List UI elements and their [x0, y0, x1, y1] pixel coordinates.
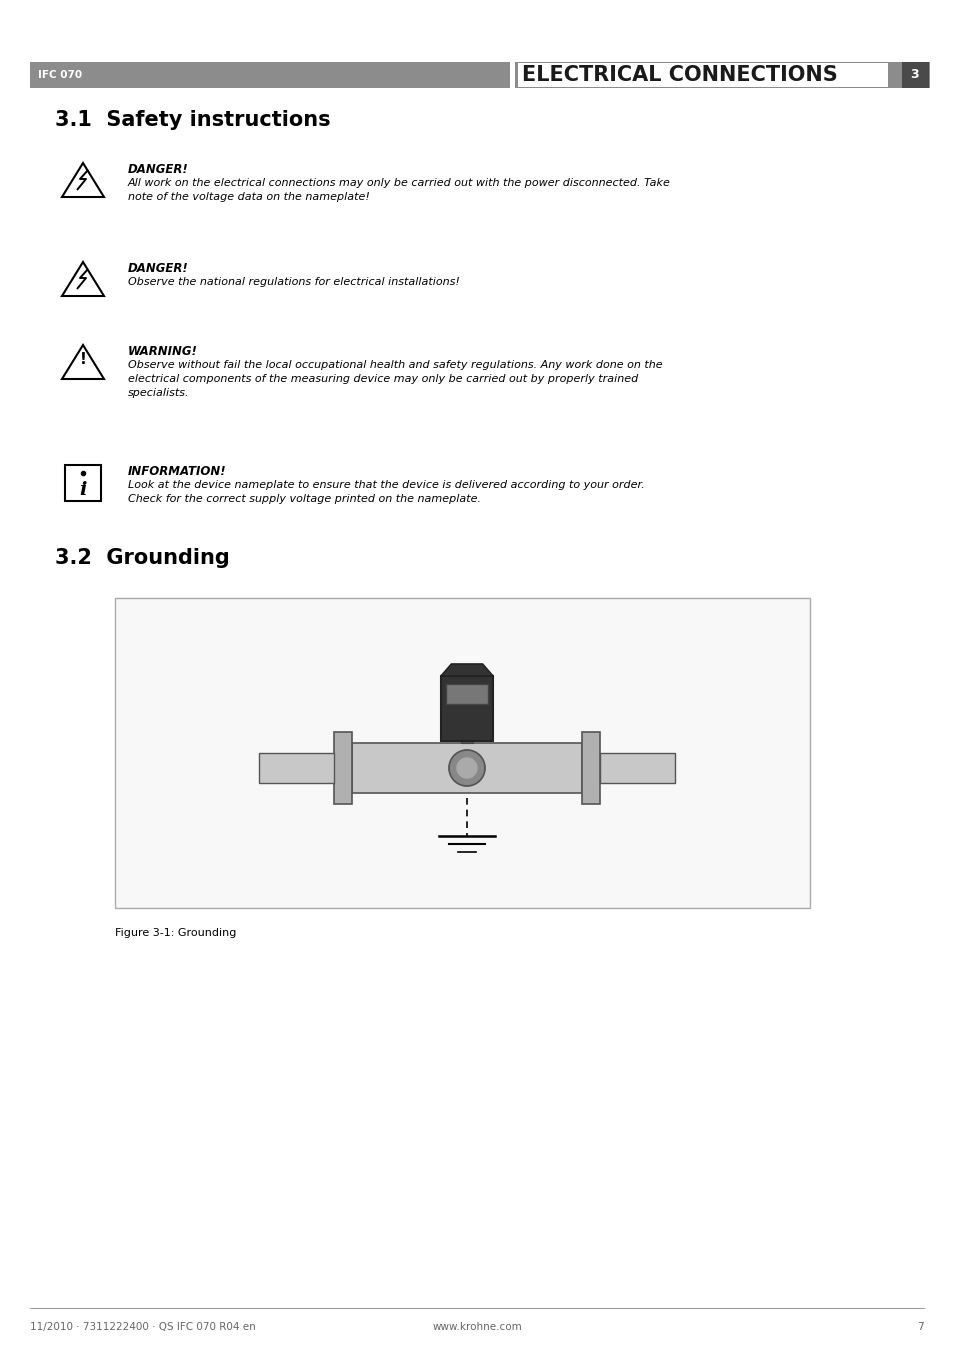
Text: 3.1  Safety instructions: 3.1 Safety instructions	[55, 109, 331, 130]
Bar	[446, 684, 488, 704]
Text: Observe the national regulations for electrical installations!: Observe the national regulations for ele…	[128, 277, 459, 286]
Text: Figure 3-1: Grounding: Figure 3-1: Grounding	[115, 928, 236, 938]
Text: Look at the device nameplate to ensure that the device is delivered according to: Look at the device nameplate to ensure t…	[128, 480, 644, 504]
Bar	[440, 676, 493, 740]
Bar	[515, 62, 929, 88]
Circle shape	[456, 758, 476, 778]
Bar	[115, 598, 809, 908]
Polygon shape	[440, 663, 493, 676]
Text: 3: 3	[910, 69, 919, 81]
Bar	[599, 753, 675, 784]
Bar	[901, 62, 928, 88]
Bar	[65, 465, 101, 501]
Text: 7: 7	[917, 1323, 923, 1332]
Bar	[30, 62, 510, 88]
Circle shape	[449, 750, 484, 786]
Text: Observe without fail the local occupational health and safety regulations. Any w: Observe without fail the local occupatio…	[128, 359, 662, 399]
Text: DANGER!: DANGER!	[128, 262, 189, 276]
Text: 3.2  Grounding: 3.2 Grounding	[55, 549, 230, 567]
Text: !: !	[79, 353, 87, 367]
Bar	[352, 743, 581, 793]
Bar	[460, 740, 473, 743]
Text: INFORMATION!: INFORMATION!	[128, 465, 227, 478]
Text: i: i	[79, 481, 87, 499]
Text: WARNING!: WARNING!	[128, 345, 197, 358]
Text: IFC 070: IFC 070	[38, 70, 82, 80]
Bar	[258, 753, 334, 784]
Bar	[517, 63, 887, 86]
Text: DANGER!: DANGER!	[128, 163, 189, 176]
Bar	[581, 732, 599, 804]
Text: ELECTRICAL CONNECTIONS: ELECTRICAL CONNECTIONS	[521, 65, 837, 85]
Text: 11/2010 · 7311222400 · QS IFC 070 R04 en: 11/2010 · 7311222400 · QS IFC 070 R04 en	[30, 1323, 255, 1332]
Text: www.krohne.com: www.krohne.com	[432, 1323, 521, 1332]
Text: All work on the electrical connections may only be carried out with the power di: All work on the electrical connections m…	[128, 178, 670, 203]
Bar	[334, 732, 352, 804]
